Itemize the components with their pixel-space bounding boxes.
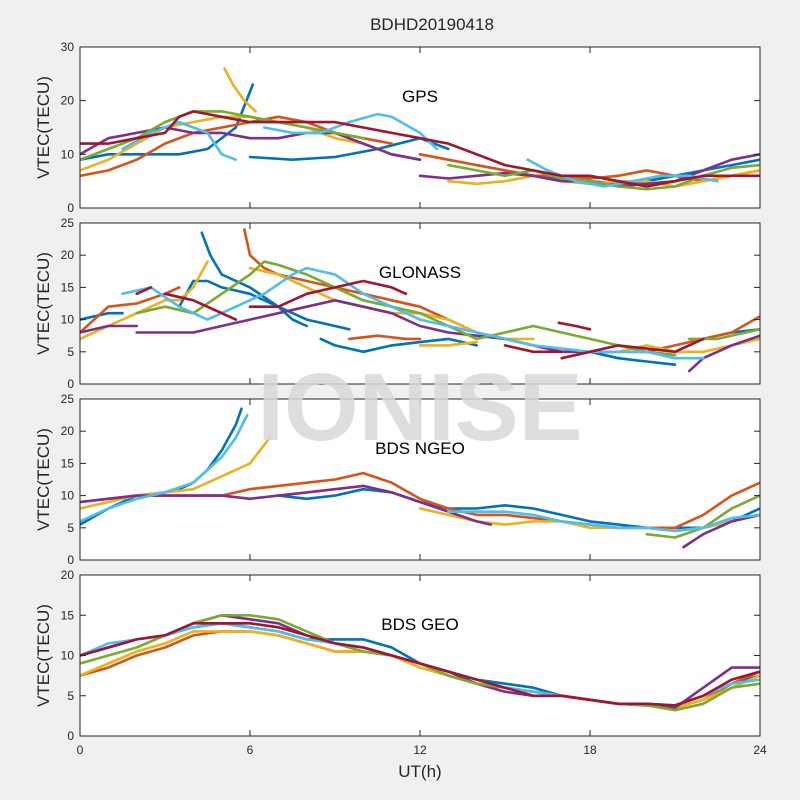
series-group bbox=[80, 228, 760, 373]
plot-area bbox=[80, 223, 760, 384]
panel-label: GLONASS bbox=[379, 263, 461, 282]
series-line-11 bbox=[80, 110, 365, 161]
panel-label: BDS GEO bbox=[381, 615, 458, 634]
x-tick-label: 6 bbox=[247, 743, 254, 757]
y-tick-label: 0 bbox=[67, 553, 74, 567]
y-axis-label: VTEC(TECU) bbox=[34, 252, 53, 355]
series-line-9 bbox=[347, 334, 422, 341]
y-tick-label: 15 bbox=[61, 608, 75, 622]
panels: 0 10 20 30 VTEC(TECU) GPS 0 5 10 15 20 25 VTEC(TECU)… bbox=[34, 40, 767, 757]
series-line-22 bbox=[248, 279, 408, 308]
series-line-15 bbox=[526, 158, 719, 188]
x-tick-label: 24 bbox=[753, 743, 767, 757]
watermark: IONISE bbox=[257, 354, 582, 461]
y-tick-label: 20 bbox=[61, 94, 75, 108]
series-line-2 bbox=[277, 487, 760, 530]
y-tick-label: 0 bbox=[67, 729, 74, 743]
series-line-10 bbox=[447, 510, 760, 533]
y-axis-label: VTEC(TECU) bbox=[34, 604, 53, 707]
panel-label: GPS bbox=[402, 87, 438, 106]
y-tick-label: 5 bbox=[67, 689, 74, 703]
y-tick-label: 0 bbox=[67, 377, 74, 391]
series-line-25 bbox=[560, 337, 705, 360]
series-line-12 bbox=[447, 163, 760, 191]
y-tick-label: 15 bbox=[61, 456, 75, 470]
y-tick-label: 20 bbox=[61, 424, 75, 438]
plot-area bbox=[80, 575, 760, 736]
x-tick-label: 0 bbox=[77, 743, 84, 757]
x-axis-label: UT(h) bbox=[398, 762, 441, 781]
series-line-4 bbox=[319, 337, 478, 354]
panel-2: 0 5 10 15 20 25 VTEC(TECU) GLONASS bbox=[34, 216, 761, 391]
series-line-14 bbox=[80, 324, 138, 334]
series-line-12 bbox=[418, 340, 478, 347]
series-line-1 bbox=[80, 311, 124, 321]
series-group bbox=[80, 614, 760, 712]
series-line-24 bbox=[557, 321, 592, 331]
series-line-9 bbox=[80, 413, 249, 523]
y-axis-label: VTEC(TECU) bbox=[34, 76, 53, 179]
y-tick-label: 10 bbox=[61, 489, 75, 503]
series-line-20 bbox=[135, 286, 153, 296]
y-tick-label: 10 bbox=[61, 313, 75, 327]
y-tick-label: 0 bbox=[67, 201, 74, 215]
y-tick-label: 20 bbox=[61, 248, 75, 262]
series-line-9 bbox=[80, 126, 422, 161]
y-tick-label: 5 bbox=[67, 345, 74, 359]
y-tick-label: 30 bbox=[61, 40, 75, 54]
y-tick-label: 15 bbox=[61, 280, 75, 294]
series-line-16 bbox=[80, 110, 760, 188]
series-line-5 bbox=[588, 350, 677, 366]
chart-title: BDHD20190418 bbox=[370, 15, 494, 34]
y-tick-label: 25 bbox=[61, 392, 75, 406]
series-group bbox=[80, 407, 760, 549]
series-line-7 bbox=[682, 513, 760, 549]
series-line-21 bbox=[163, 292, 238, 321]
y-axis-label: VTEC(TECU) bbox=[34, 428, 53, 531]
y-tick-label: 25 bbox=[61, 216, 75, 230]
x-tick-label: 12 bbox=[413, 743, 427, 757]
panel-3: 0 5 10 15 20 25 VTEC(TECU) BDS NGEO bbox=[34, 392, 761, 567]
panel-label: BDS NGEO bbox=[375, 439, 465, 458]
y-tick-label: 10 bbox=[61, 147, 75, 161]
y-tick-label: 10 bbox=[61, 649, 75, 663]
series-group bbox=[80, 67, 760, 191]
series-line-1 bbox=[80, 83, 255, 161]
series-line-4 bbox=[80, 436, 272, 510]
series-line-23 bbox=[503, 344, 563, 354]
y-tick-label: 5 bbox=[67, 521, 74, 535]
panel-4: 0 5 10 15 20 0 6 12 18 24 VTEC(TECU) BDS GEO bbox=[34, 568, 767, 757]
series-line-3 bbox=[200, 231, 308, 328]
series-line-7 bbox=[223, 67, 257, 113]
panel-1: 0 10 20 30 VTEC(TECU) GPS bbox=[34, 40, 761, 215]
series-line-16 bbox=[687, 334, 760, 373]
series-line-14 bbox=[262, 112, 439, 151]
y-tick-label: 20 bbox=[61, 568, 75, 582]
x-tick-label: 18 bbox=[583, 743, 597, 757]
series-line-7 bbox=[80, 622, 760, 707]
series-line-7 bbox=[80, 286, 181, 334]
